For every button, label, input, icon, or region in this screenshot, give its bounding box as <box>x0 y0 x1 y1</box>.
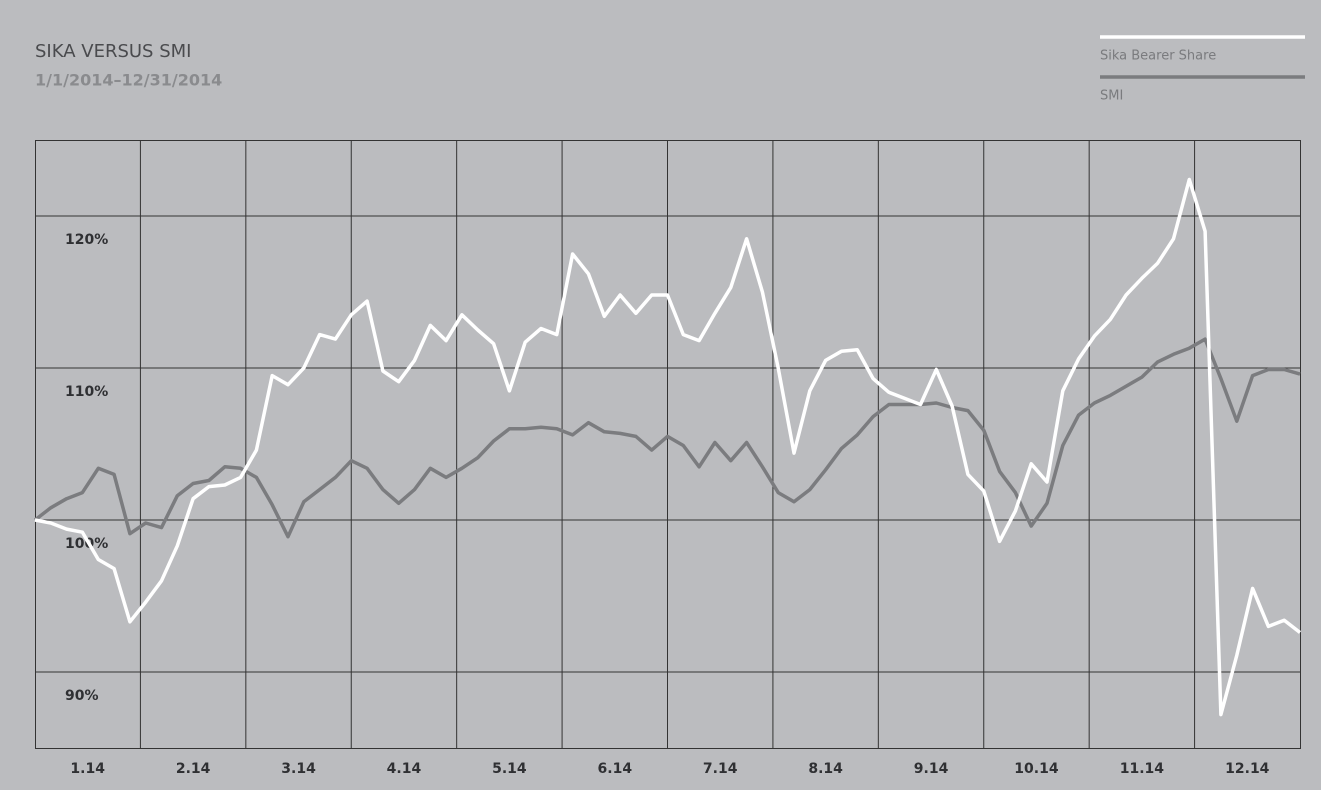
legend: Sika Bearer Share SMI <box>1100 35 1305 104</box>
x-tick-label: 9.14 <box>914 761 949 777</box>
chart-subtitle: 1/1/2014–12/31/2014 <box>35 71 222 90</box>
x-tick-label: 10.14 <box>1014 761 1059 777</box>
x-tick-label: 5.14 <box>492 761 527 777</box>
x-tick-label: 8.14 <box>808 761 843 777</box>
legend-label: Sika Bearer Share <box>1100 49 1216 64</box>
y-tick-label: 110% <box>65 384 108 400</box>
x-tick-label: 4.14 <box>387 761 422 777</box>
chart-title: SIKA VERSUS SMI <box>35 41 191 62</box>
y-tick-label: 90% <box>65 688 99 704</box>
x-tick-label: 3.14 <box>281 761 316 777</box>
x-tick-label: 6.14 <box>598 761 633 777</box>
x-tick-label: 7.14 <box>703 761 738 777</box>
y-tick-label: 100% <box>65 536 108 552</box>
x-tick-label: 11.14 <box>1120 761 1165 777</box>
series-line <box>34 177 1302 717</box>
x-tick-label: 2.14 <box>176 761 211 777</box>
y-tick-label: 120% <box>65 232 108 248</box>
legend-label: SMI <box>1100 89 1123 104</box>
x-tick-label: 12.14 <box>1225 761 1270 777</box>
x-tick-label: 1.14 <box>70 761 105 777</box>
